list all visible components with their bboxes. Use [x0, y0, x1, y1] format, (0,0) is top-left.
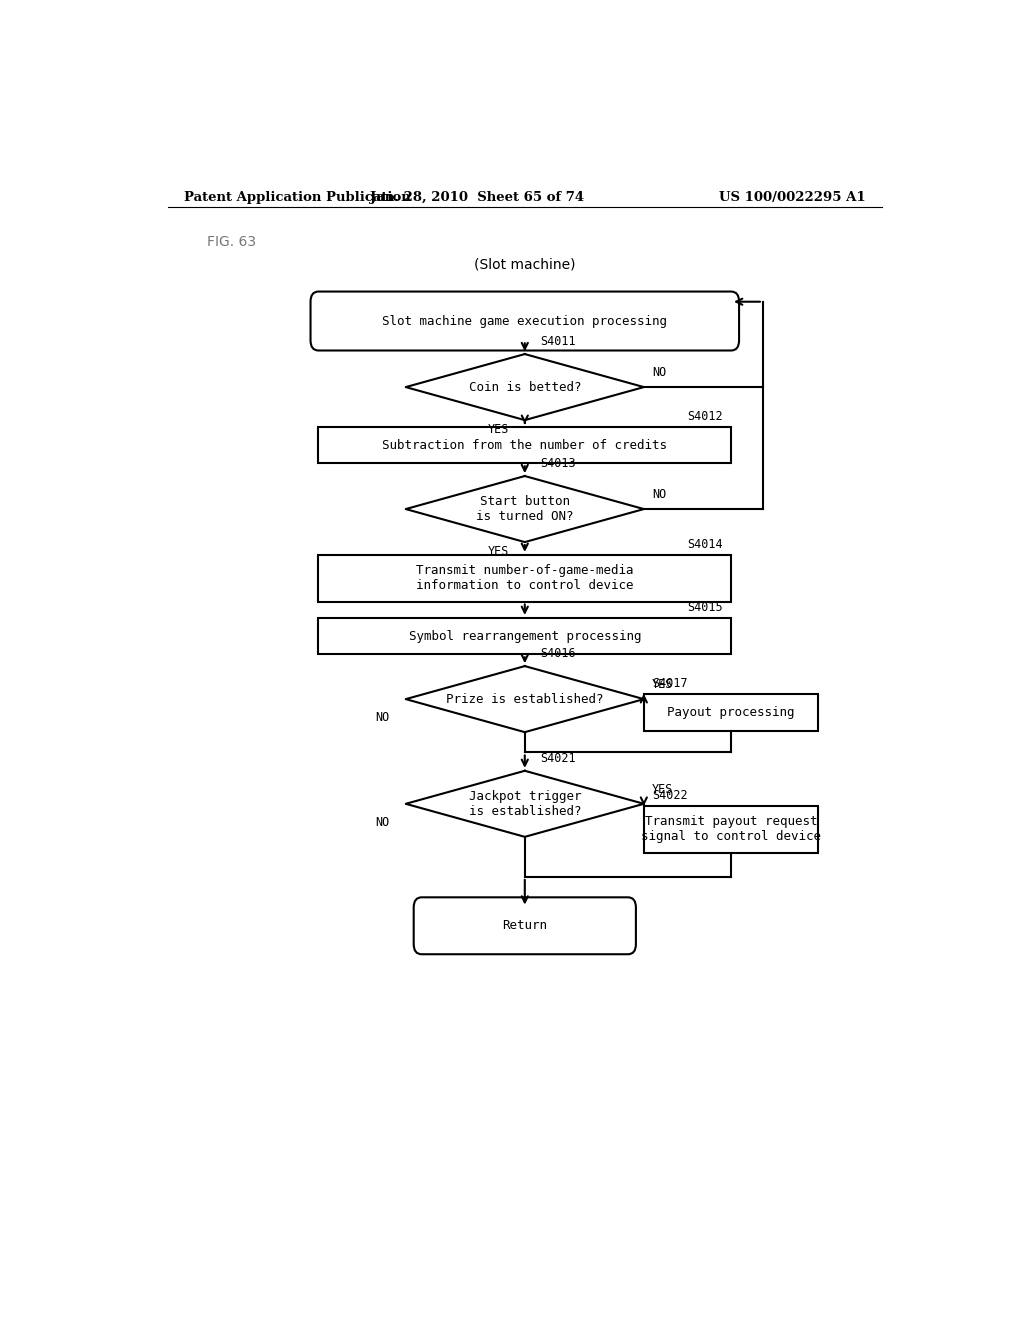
Text: Jan. 28, 2010  Sheet 65 of 74: Jan. 28, 2010 Sheet 65 of 74 [370, 190, 585, 203]
Text: Coin is betted?: Coin is betted? [469, 380, 581, 393]
Text: S4021: S4021 [541, 751, 577, 764]
Text: S4017: S4017 [652, 677, 687, 690]
Text: S4011: S4011 [541, 335, 577, 348]
Text: NO: NO [376, 816, 390, 829]
Text: Jackpot trigger
is established?: Jackpot trigger is established? [469, 789, 581, 818]
Text: NO: NO [652, 366, 666, 379]
Text: S4013: S4013 [541, 457, 577, 470]
Text: S4015: S4015 [687, 601, 723, 614]
Text: Prize is established?: Prize is established? [446, 693, 603, 706]
Text: Subtraction from the number of credits: Subtraction from the number of credits [382, 438, 668, 451]
Text: S4014: S4014 [687, 537, 723, 550]
Bar [318, 426, 731, 463]
Text: YES: YES [487, 545, 509, 558]
Text: Transmit number-of-game-media
information to control device: Transmit number-of-game-media informatio… [416, 564, 634, 593]
Bar [318, 554, 731, 602]
Text: Slot machine game execution processing: Slot machine game execution processing [382, 314, 668, 327]
Text: NO: NO [376, 711, 390, 725]
Text: YES: YES [487, 424, 509, 436]
Text: YES: YES [652, 678, 673, 690]
Text: Start button
is turned ON?: Start button is turned ON? [476, 495, 573, 523]
Bar [644, 694, 818, 731]
Text: S4022: S4022 [652, 789, 687, 801]
Text: US 100/0022295 A1: US 100/0022295 A1 [720, 190, 866, 203]
Text: (Slot machine): (Slot machine) [474, 257, 575, 271]
Text: S4012: S4012 [687, 409, 723, 422]
Bar [644, 805, 818, 853]
Text: Transmit payout request
signal to control device: Transmit payout request signal to contro… [641, 816, 821, 843]
Bar [318, 618, 731, 655]
FancyBboxPatch shape [414, 898, 636, 954]
Text: S4016: S4016 [541, 647, 577, 660]
Text: NO: NO [652, 488, 666, 500]
Polygon shape [406, 477, 644, 543]
FancyBboxPatch shape [310, 292, 739, 351]
Text: Symbol rearrangement processing: Symbol rearrangement processing [409, 630, 641, 643]
Text: YES: YES [652, 783, 673, 796]
Text: Payout processing: Payout processing [668, 706, 795, 719]
Text: Patent Application Publication: Patent Application Publication [183, 190, 411, 203]
Polygon shape [406, 354, 644, 420]
Text: Return: Return [503, 919, 547, 932]
Polygon shape [406, 771, 644, 837]
Text: FIG. 63: FIG. 63 [207, 235, 256, 248]
Polygon shape [406, 667, 644, 733]
